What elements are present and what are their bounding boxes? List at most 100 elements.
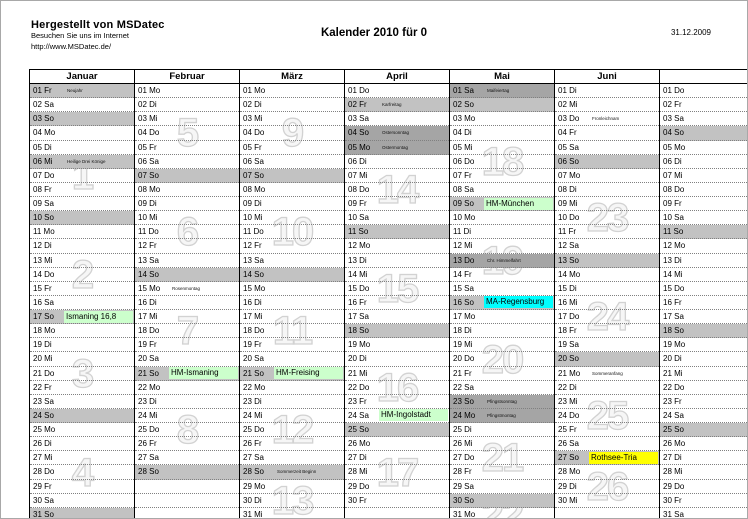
day-cell: 19 Fr xyxy=(135,338,239,353)
day-date: 29 Mo xyxy=(243,481,266,491)
day-cell: 24 Do xyxy=(555,409,659,423)
day-cell: 21 Do xyxy=(30,367,134,381)
day-date: 16 Fr xyxy=(348,297,367,307)
day-date: 29 Sa xyxy=(453,481,474,491)
day-cell: 12 Mo xyxy=(660,239,747,254)
day-date: 16 Di xyxy=(243,297,262,307)
day-cell: 07 So xyxy=(240,168,344,183)
event-label: Ismaning 16,8 xyxy=(64,310,133,323)
day-cell: 21 Mi xyxy=(660,367,747,381)
day-cell: 14 Do xyxy=(30,268,134,282)
day-date: 17 Sa xyxy=(348,312,369,322)
day-cell: 06 Di xyxy=(660,155,747,169)
day-date: 01 Do xyxy=(663,86,685,96)
day-date: 23 Fr xyxy=(663,396,682,406)
day-cell: 04 Fr xyxy=(555,126,659,141)
day-date: 25 So xyxy=(348,425,369,435)
day-cell: 09 Mi xyxy=(555,197,659,212)
day-cell: 24 Sa HM-Ingolstadt xyxy=(345,409,449,423)
day-date: 02 Sa xyxy=(33,100,54,110)
day-cell: 25 Fr xyxy=(555,423,659,438)
day-date: 08 Sa xyxy=(453,184,474,194)
day-cell: 03 Mi xyxy=(240,112,344,127)
day-cell: 05 Fr xyxy=(240,141,344,155)
day-cell: 16 Sa xyxy=(30,296,134,310)
holiday-note: Chr. Himmelfahrt xyxy=(487,257,521,263)
day-date: 17 So xyxy=(33,312,54,322)
day-cell: 19 Mi xyxy=(450,338,554,353)
day-cell: 28 Mo xyxy=(555,465,659,480)
day-date: 15 Mo xyxy=(243,283,266,293)
day-cell: 29 Fr xyxy=(30,480,134,494)
day-date: 06 Mi xyxy=(33,156,53,166)
day-date: 11 Mo xyxy=(33,227,55,237)
day-date: 25 So xyxy=(663,425,684,435)
day-date: 05 Mo xyxy=(663,142,686,152)
day-cell: 02 Mi xyxy=(555,98,659,113)
day-date: 31 Mo xyxy=(453,509,476,519)
day-date: 19 Mo xyxy=(348,340,371,350)
day-date: 27 Di xyxy=(663,453,682,463)
day-date: 07 Mi xyxy=(663,170,683,180)
day-cell: 27 Sa xyxy=(240,451,344,466)
day-date: 25 Do xyxy=(138,425,160,435)
day-cell: 28 Fr xyxy=(450,465,554,480)
day-cell: 27 Do xyxy=(450,451,554,466)
empty-day-cell xyxy=(135,508,239,518)
day-cell: 14 So xyxy=(135,267,239,282)
day-date: 18 Fr xyxy=(558,326,577,336)
day-cell: 07 Do xyxy=(30,169,134,183)
empty-day-cell xyxy=(135,480,239,494)
producer-url[interactable]: http://www.MSDatec.de/ xyxy=(31,41,112,51)
day-date: 08 Fr xyxy=(33,184,52,194)
day-date: 21 So xyxy=(138,368,159,378)
day-date: 19 Mi xyxy=(453,340,473,350)
day-cell: 10 Sa xyxy=(660,211,747,226)
day-cell: 01 Sa Maifeiertag xyxy=(450,84,554,99)
day-cell: 09 Fr xyxy=(345,197,449,212)
day-date: 20 Do xyxy=(453,354,475,364)
day-cell: 03 Sa xyxy=(345,112,449,127)
day-cell: 03 Mo xyxy=(450,112,554,127)
day-cell: 26 Mo xyxy=(660,437,747,452)
day-cell: 19 Fr xyxy=(240,338,344,353)
day-cell: 13 Di xyxy=(345,254,449,268)
day-date: 17 Sa xyxy=(663,312,684,322)
month-column-7: 01 Do 02 Fr 03 Sa 04 So 05 Mo 06 Di 07 Mi 08 Do… xyxy=(659,70,747,518)
day-cell: 16 Fr xyxy=(345,296,449,310)
day-date: 31 Mi xyxy=(243,509,263,519)
day-date: 27 Di xyxy=(348,453,367,463)
day-cell: 12 Fr xyxy=(135,239,239,254)
day-cell: 06 Sa xyxy=(240,155,344,169)
day-cell: 31 Sa xyxy=(660,508,747,518)
day-cell: 13 Do Chr. Himmelfahrt xyxy=(450,253,554,268)
day-cell: 09 Sa xyxy=(30,197,134,212)
day-date: 28 Mi xyxy=(663,467,683,477)
day-date: 10 Sa xyxy=(348,213,369,223)
day-date: 28 Mo xyxy=(558,467,581,477)
day-date: 21 Do xyxy=(33,368,55,378)
day-date: 03 Mo xyxy=(453,114,476,124)
event-label: HM-München xyxy=(484,197,553,210)
day-date: 03 Sa xyxy=(663,114,684,124)
producer-line: Besuchen Sie uns im Internet xyxy=(31,31,129,40)
day-date: 26 Sa xyxy=(558,439,579,449)
day-date: 18 So xyxy=(663,326,684,336)
day-cell: 18 Fr xyxy=(555,324,659,339)
day-date: 04 So xyxy=(348,128,369,138)
day-cell: 21 Mo Sommeranfang xyxy=(555,367,659,381)
day-cell: 10 Do xyxy=(555,211,659,226)
day-date: 03 Do xyxy=(558,114,580,124)
day-date: 10 Sa xyxy=(663,213,684,223)
day-cell: 11 Do xyxy=(240,225,344,240)
day-date: 15 Sa xyxy=(453,283,474,293)
day-cell: 14 Mi xyxy=(660,268,747,282)
day-cell: 15 Do xyxy=(660,282,747,296)
day-date: 29 Di xyxy=(558,481,577,491)
day-date: 11 So xyxy=(663,227,684,237)
day-date: 22 Do xyxy=(663,382,685,392)
day-date: 12 Mo xyxy=(348,241,371,251)
day-date: 04 So xyxy=(663,128,684,138)
day-date: 09 So xyxy=(453,199,474,209)
